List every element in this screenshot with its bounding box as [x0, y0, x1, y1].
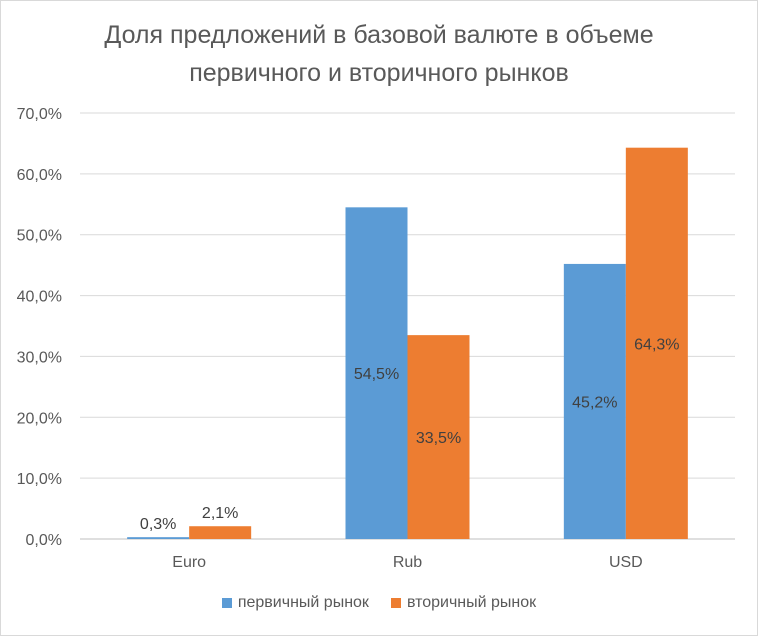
x-category-label: Rub: [393, 554, 422, 571]
legend-item-secondary: вторичный рынок: [390, 594, 537, 612]
chart-title-line2: первичного и вторичного рынков: [189, 59, 569, 87]
bar-rub-primary: [345, 207, 408, 540]
y-tick-label: 60,0%: [17, 167, 62, 184]
x-category-label: USD: [609, 554, 643, 571]
legend-label-secondary: вторичный рынок: [406, 594, 537, 611]
chart-title-line1: Доля предложений в базовой валюте в объе…: [104, 21, 654, 49]
y-tick-label: 10,0%: [17, 471, 62, 488]
data-label: 0,3%: [140, 516, 176, 533]
x-category-label: Euro: [172, 554, 206, 571]
legend-swatch-secondary: [390, 598, 401, 608]
y-tick-label: 30,0%: [17, 349, 62, 366]
legend: первичный рынок вторичный рынок: [0, 594, 758, 612]
bar-euro-secondary: [189, 526, 252, 539]
data-label: 54,5%: [354, 366, 399, 383]
y-tick-label: 0,0%: [26, 532, 62, 549]
bar-rub-secondary: [407, 335, 470, 539]
data-label: 2,1%: [202, 505, 238, 522]
data-label: 45,2%: [572, 394, 617, 411]
legend-item-primary: первичный рынок: [221, 594, 369, 612]
y-tick-label: 70,0%: [17, 106, 62, 123]
legend-swatch-primary: [221, 598, 232, 608]
bar-euro-primary: [127, 537, 190, 539]
legend-label-primary: первичный рынок: [237, 594, 369, 611]
y-tick-label: 50,0%: [17, 228, 62, 245]
data-label: 64,3%: [634, 336, 679, 353]
y-tick-label: 20,0%: [17, 410, 62, 427]
data-label: 33,5%: [416, 430, 461, 447]
y-tick-label: 40,0%: [17, 289, 62, 306]
bar-usd-secondary: [625, 147, 688, 539]
bar-usd-primary: [563, 263, 626, 539]
